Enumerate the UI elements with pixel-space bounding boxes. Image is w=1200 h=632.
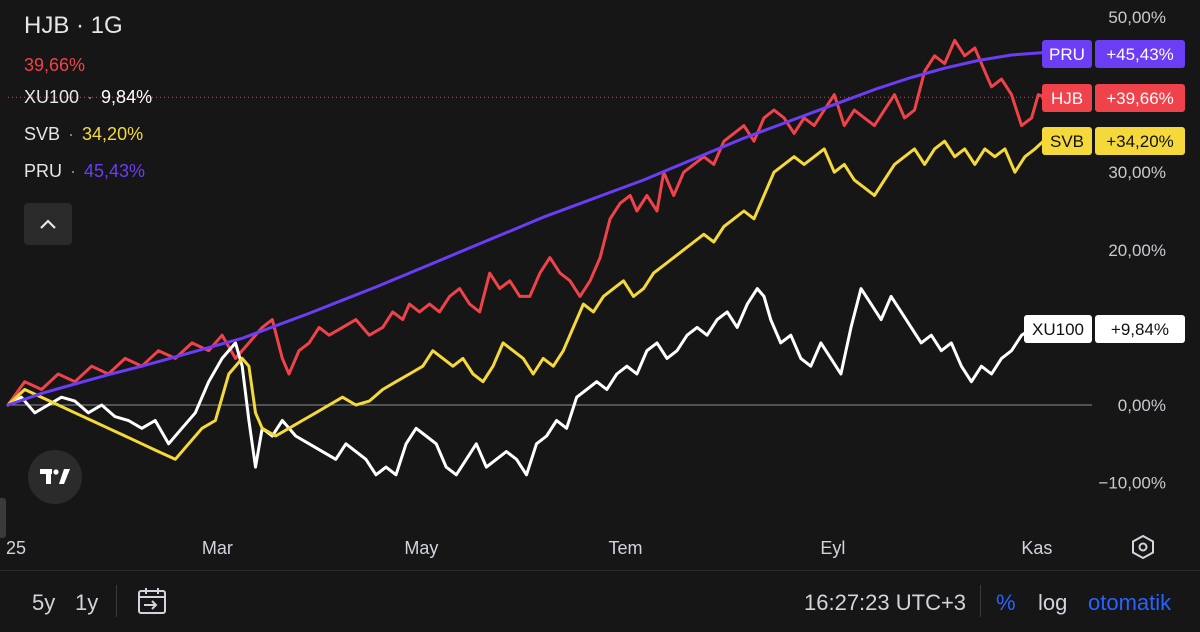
series-tag-value: +9,84%: [1111, 320, 1169, 339]
y-tick-label: −10,00%: [1098, 474, 1166, 493]
main-change-value: 39,66%: [24, 55, 86, 75]
series-tag-name: XU100: [1032, 320, 1084, 339]
chart-settings-button[interactable]: [1128, 532, 1158, 562]
series-tag-name: SVB: [1050, 132, 1084, 151]
series-tag-xu100[interactable]: XU100 +9,84%: [1024, 315, 1185, 343]
series-tag-name: HJB: [1051, 89, 1083, 108]
collapse-legend-button[interactable]: [24, 203, 72, 245]
series-tag-name-bg: [1042, 40, 1092, 68]
legend-value-svb: 34,20%: [82, 123, 144, 144]
series-line-pru[interactable]: [6, 51, 1047, 407]
range-5y-button[interactable]: 5y: [32, 590, 56, 615]
legend-row-svb[interactable]: SVB · 34,20%: [24, 123, 144, 144]
y-tick-label: 0,00%: [1118, 396, 1166, 415]
series-line-svb[interactable]: [6, 138, 1047, 461]
x-tick-label: Mar: [202, 538, 233, 558]
y-tick-label: 50,00%: [1108, 8, 1166, 27]
tradingview-logo[interactable]: [28, 450, 82, 504]
series-tag-value: +39,66%: [1106, 89, 1174, 108]
tradingview-logo-icon: [40, 469, 70, 484]
log-scale-toggle[interactable]: log: [1038, 590, 1068, 615]
clock-display[interactable]: 16:27:23 UTC+3: [804, 590, 967, 615]
legend-row-pru[interactable]: PRU · 45,43%: [24, 160, 146, 181]
goto-date-button[interactable]: [136, 585, 168, 623]
series-tag-svb[interactable]: SVB +34,20%: [1042, 127, 1185, 155]
chart-legend: HJB · 1G 39,66% XU100 · 9,84% SVB · 34,20%…: [24, 14, 152, 189]
series-tag-value-bg: [1095, 315, 1185, 343]
x-tick-label: Kas: [1021, 538, 1052, 558]
range-1y-button[interactable]: 1y: [75, 590, 99, 615]
separator: [980, 585, 981, 617]
x-tick-label: Tem: [608, 538, 642, 558]
series-tag-pru[interactable]: PRU +45,43%: [1042, 40, 1185, 68]
y-tick-label: 30,00%: [1108, 163, 1166, 182]
series-tag-value: +34,20%: [1106, 132, 1174, 151]
series-tag-name-bg: [1042, 127, 1092, 155]
calendar-goto-icon: [138, 588, 166, 614]
legend-value-pru: 45,43%: [84, 160, 146, 181]
series-tag-value: +45,43%: [1106, 45, 1174, 64]
left-edge-handle[interactable]: [0, 498, 6, 538]
x-tick-label: Eyl: [820, 538, 845, 558]
separator: [116, 585, 117, 617]
chevron-up-icon: [40, 219, 56, 229]
series-tag-name: PRU: [1049, 45, 1085, 64]
series-tag-value-bg: [1095, 84, 1185, 112]
legend-value-xu100: 9,84%: [101, 86, 153, 107]
y-tick-label: 20,00%: [1108, 241, 1166, 260]
symbol-title[interactable]: HJB · 1G: [24, 12, 123, 39]
series-tag-name-bg: [1042, 84, 1092, 112]
series-line-xu100[interactable]: [6, 287, 1034, 477]
price-chart[interactable]: 50,00% 30,00% 20,00% 0,00% −10,00% 25 Mar May T…: [0, 0, 1200, 570]
bottom-toolbar: 5y 1y 16:27:23 UTC+3 % log otomatik: [0, 570, 1200, 632]
x-tick-label: 25: [6, 538, 26, 558]
series-line-hjb[interactable]: [6, 38, 1047, 407]
series-tag-value-bg: [1095, 127, 1185, 155]
settings-hexagon-icon: [1132, 534, 1154, 560]
series-tag-value-bg: [1095, 40, 1185, 68]
legend-row-xu100[interactable]: XU100 · 9,84%: [24, 86, 153, 107]
percent-scale-toggle[interactable]: %: [996, 590, 1016, 615]
series-tag-name-bg: [1024, 315, 1092, 343]
x-tick-label: May: [404, 538, 438, 558]
auto-scale-toggle[interactable]: otomatik: [1088, 590, 1172, 615]
series-tag-hjb[interactable]: HJB +39,66%: [1042, 84, 1185, 112]
